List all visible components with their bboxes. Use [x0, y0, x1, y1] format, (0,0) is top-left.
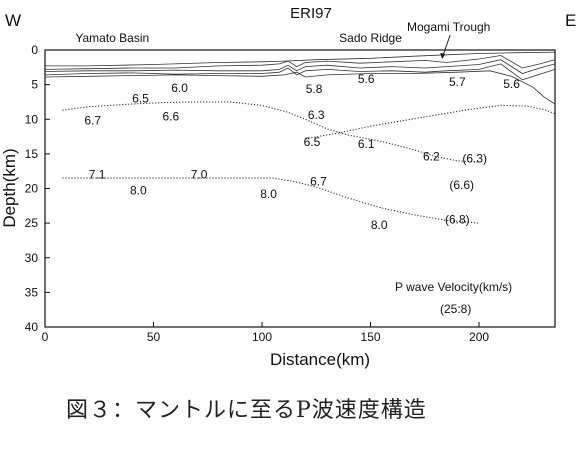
boundary-line-1: [45, 51, 556, 67]
x-axis-label: Distance(km): [270, 350, 370, 369]
velocity-label: 6.7: [310, 175, 327, 189]
velocity-label: 7.1: [89, 168, 106, 182]
velocity-label: 6.2: [423, 150, 440, 164]
velocity-label: 6.3: [308, 108, 325, 122]
figure-caption: 図３：マントルに至るP波速度構造: [66, 398, 427, 423]
boundary-line-5: [44, 70, 556, 105]
y-tick-label: 30: [25, 251, 39, 265]
feature-label: Mogami Trough: [407, 20, 490, 34]
velocity-label: 6.5: [304, 135, 321, 149]
y-tick-label: 35: [25, 285, 39, 299]
y-tick-label: 10: [25, 112, 39, 126]
y-tick-label: 20: [25, 182, 39, 196]
y-tick-label: 5: [31, 78, 38, 92]
velocity-label: (6.6): [449, 178, 474, 192]
legend-note-line1: P wave Velocity(km/s): [395, 280, 512, 294]
boundary-line-4: [44, 63, 556, 81]
chart-title: ERI97: [290, 5, 332, 22]
x-tick-label: 0: [42, 330, 49, 344]
velocity-label: 5.6: [358, 72, 375, 86]
velocity-label: 8.0: [130, 184, 147, 198]
velocity-label: 6.5: [132, 91, 149, 105]
y-tick-label: 0: [31, 43, 38, 57]
velocity-label: 8.0: [260, 187, 277, 201]
east-label: E: [565, 11, 576, 30]
x-tick-label: 150: [361, 330, 381, 344]
boundary-line-3: [44, 59, 556, 74]
x-tick-label: 100: [252, 330, 272, 344]
boundary-line-8: [62, 177, 480, 224]
x-tick-label: 50: [147, 330, 161, 344]
west-label: W: [5, 11, 21, 30]
velocity-label: 6.6: [163, 109, 180, 123]
legend-note-line2: (25:8): [440, 302, 471, 316]
y-tick-label: 25: [25, 216, 39, 230]
x-tick-label: 200: [469, 330, 489, 344]
velocity-label: 5.8: [306, 82, 323, 96]
boundary-line-6: [62, 101, 480, 163]
y-tick-label: 15: [25, 147, 39, 161]
velocity-label: 7.0: [191, 168, 208, 182]
velocity-label: 6.0: [171, 81, 188, 95]
velocity-label: 6.7: [84, 114, 101, 128]
velocity-label: 5.7: [449, 75, 466, 89]
velocity-label: 6.1: [358, 137, 375, 151]
feature-arrowhead: [440, 53, 446, 59]
velocity-label: 5.6: [503, 77, 520, 91]
plot-area: 0 50 100 150 200 0 5 10 15 20 25 30 35 40 6.0 5.8 5.6 5.7…: [25, 20, 556, 344]
y-axis-label: Depth(km): [0, 148, 19, 227]
velocity-label: (6.8): [445, 213, 470, 227]
y-tick-label: 40: [25, 320, 39, 334]
velocity-label: 8.0: [371, 218, 388, 232]
feature-label: Yamato Basin: [75, 31, 149, 45]
boundary-line-2: [44, 55, 556, 70]
velocity-label: (6.3): [462, 152, 487, 166]
feature-label: Sado Ridge: [339, 31, 402, 45]
